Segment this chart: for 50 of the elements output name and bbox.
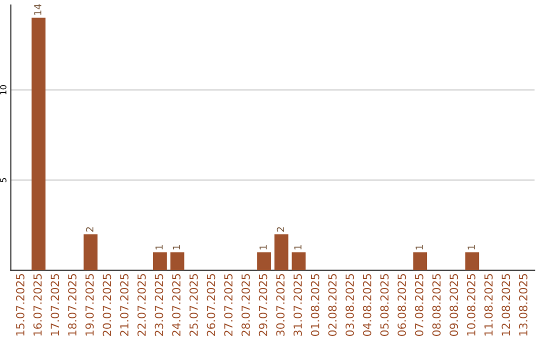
x-tick-label: 20.07.2025 xyxy=(102,274,112,336)
bar xyxy=(413,252,428,270)
x-tick-label: 11.08.2025 xyxy=(484,274,493,336)
x-tick-label: 19.07.2025 xyxy=(85,274,94,336)
x-tick-label: 01.08.2025 xyxy=(310,274,320,336)
data-label: 1 xyxy=(294,245,302,250)
x-tick-label: 08.08.2025 xyxy=(432,274,441,336)
bar xyxy=(32,18,46,270)
data-label: 1 xyxy=(468,245,475,250)
y-tick-label: 10 xyxy=(0,85,6,94)
x-tick-label: 16.07.2025 xyxy=(33,274,42,336)
data-label: 1 xyxy=(260,245,267,250)
data-label: 1 xyxy=(156,245,163,250)
x-tick-label: 07.08.2025 xyxy=(414,274,424,336)
x-tick-label: 28.07.2025 xyxy=(242,274,250,336)
x-tick-label: 02.08.2025 xyxy=(328,274,337,336)
x-tick-label: 12.08.2025 xyxy=(502,274,510,336)
data-label: 14 xyxy=(34,4,42,15)
x-tick-label: 25.07.2025 xyxy=(189,274,198,336)
data-label: 1 xyxy=(416,245,423,250)
x-tick-label: 17.07.2025 xyxy=(50,274,60,336)
x-tick-label: 05.08.2025 xyxy=(380,274,389,336)
x-tick-label: 30.07.2025 xyxy=(276,274,285,336)
bar xyxy=(84,234,98,270)
data-label: 2 xyxy=(86,227,94,232)
data-label: 1 xyxy=(172,245,180,250)
y-tick-label: 5 xyxy=(0,178,6,182)
bar xyxy=(292,252,306,270)
x-tick-label: 13.08.2025 xyxy=(519,274,528,336)
x-tick-label: 06.08.2025 xyxy=(398,274,406,336)
x-tick-label: 21.07.2025 xyxy=(120,274,128,336)
x-tick-label: 24.07.2025 xyxy=(172,274,181,336)
x-tick-label: 18.07.2025 xyxy=(68,274,76,336)
x-tick-label: 10.08.2025 xyxy=(466,274,476,336)
x-tick-label: 03.08.2025 xyxy=(346,274,354,336)
bar xyxy=(465,252,480,270)
x-tick-label: 29.07.2025 xyxy=(258,274,268,336)
bar xyxy=(170,252,184,270)
bar xyxy=(257,252,271,270)
x-tick-label: 31.07.2025 xyxy=(294,274,302,336)
x-tick-label: 26.07.2025 xyxy=(206,274,216,336)
x-tick-label: 15.07.2025 xyxy=(16,274,24,336)
bar xyxy=(274,234,288,270)
x-tick-label: 27.07.2025 xyxy=(224,274,233,336)
x-tick-label: 22.07.2025 xyxy=(137,274,146,336)
data-label: 2 xyxy=(276,227,284,232)
bar xyxy=(153,252,167,270)
x-tick-label: 04.08.2025 xyxy=(362,274,372,336)
x-tick-label: 09.08.2025 xyxy=(450,274,458,336)
x-tick-label: 23.07.2025 xyxy=(154,274,164,336)
